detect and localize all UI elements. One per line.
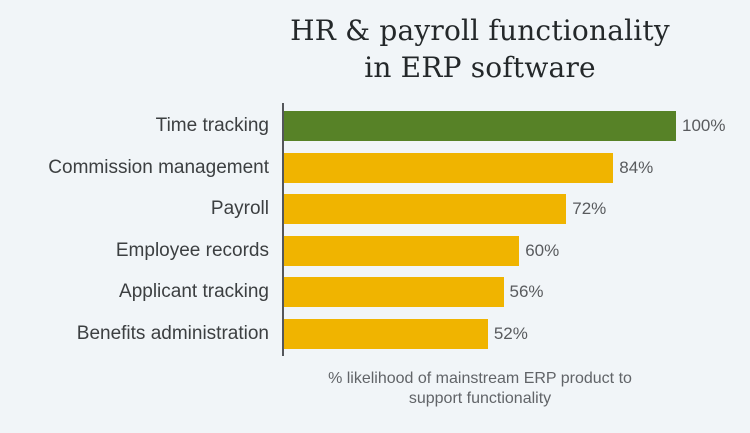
value-label-commission-management: 84%: [619, 157, 654, 177]
bar-employee-records: [284, 235, 520, 266]
bar-chart: Time tracking Commission management Payr…: [0, 103, 725, 356]
value-label-applicant-tracking: 56%: [509, 282, 544, 301]
value-label-payroll: 72%: [572, 199, 607, 218]
category-label-commission-management: Commission management: [48, 156, 269, 178]
category-axis: Time tracking Commission management Payr…: [0, 103, 282, 349]
bar-row: 84%: [284, 152, 725, 183]
bar-row: 52%: [284, 318, 725, 349]
value-label-benefits-administration: 52%: [493, 323, 528, 343]
bar-row: 60%: [284, 235, 725, 266]
category-label-benefits-administration: Benefits administration: [76, 322, 269, 344]
bar-payroll: [284, 194, 567, 224]
bar-row: 72%: [284, 194, 725, 224]
category-label-payroll: Payroll: [210, 198, 269, 219]
value-label-time-tracking: 100%: [682, 116, 726, 135]
chart-title: HR & payroll functionality in ERP softwa…: [180, 12, 750, 86]
category-label-time-tracking: Time tracking: [155, 115, 269, 136]
value-label-employee-records: 60%: [525, 240, 560, 260]
bar-row: 56%: [284, 277, 725, 307]
bar-benefits-administration: [284, 318, 488, 349]
bar-applicant-tracking: [284, 277, 504, 307]
x-axis-caption-line-1: % likelihood of mainstream ERP product t…: [328, 370, 632, 387]
x-axis-caption: % likelihood of mainstream ERP product t…: [230, 369, 730, 409]
chart-title-line-1: HR & payroll functionality: [290, 14, 670, 47]
category-label-applicant-tracking: Applicant tracking: [119, 281, 269, 302]
chart-title-line-2: in ERP software: [364, 51, 596, 84]
bar-row: 100%: [284, 111, 725, 141]
bar-time-tracking: [284, 111, 676, 141]
bar-commission-management: [284, 152, 614, 183]
x-axis-caption-line-2: support functionality: [408, 390, 552, 407]
plot-area: 100% 84% 72% 60% 56% 52%: [282, 103, 725, 356]
category-label-employee-records: Employee records: [115, 239, 269, 261]
